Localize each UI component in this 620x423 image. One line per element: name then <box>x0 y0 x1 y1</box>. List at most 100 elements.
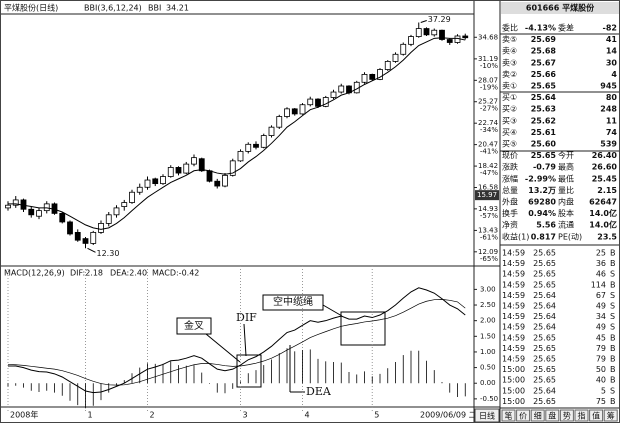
candle-body <box>462 35 469 39</box>
quote-value: 25.60 <box>531 140 557 149</box>
tab-daily-label[interactable]: 日线 <box>479 411 495 421</box>
panel-tab-label[interactable]: 价 <box>519 412 527 421</box>
candle-body <box>121 202 128 207</box>
tick-price: 25.65 <box>533 397 556 406</box>
quote-label: 卖① <box>502 82 517 91</box>
x-tick-label: 4 <box>305 411 310 420</box>
quote-label: PE(动) <box>558 231 582 241</box>
quote-value: 25.62 <box>531 116 556 125</box>
low-label: 12.30 <box>97 249 120 258</box>
candle-body <box>253 143 259 148</box>
tick-time: 14:59 <box>502 302 525 311</box>
candle-body <box>439 29 445 40</box>
y-tick-pct: -34% <box>480 126 498 134</box>
y-tick-label: 18.42 <box>478 162 498 170</box>
quote-value: 14.0亿 <box>589 220 617 230</box>
dea-line <box>7 299 466 386</box>
panel-tab-label[interactable]: 盘 <box>548 411 556 421</box>
y-tick-label: 25.27 <box>478 98 498 106</box>
candle-body <box>222 174 228 187</box>
panel-tab[interactable] <box>559 409 574 422</box>
x-tick-label: 5 <box>374 411 379 420</box>
bbi-line <box>8 37 466 230</box>
panel-tab-label[interactable]: 筹 <box>607 411 615 421</box>
candle-body <box>423 28 430 36</box>
indicator-name: BBI(3,6,12,24) <box>84 4 142 13</box>
quote-label: 买⑤ <box>502 140 517 149</box>
cursor-price-box <box>475 190 499 201</box>
candle-body <box>152 178 159 185</box>
dif-line <box>8 287 466 394</box>
macd-title: MACD(12,26,9) <box>4 269 65 278</box>
quote-volume: 41 <box>606 35 618 44</box>
annotation-line <box>322 304 343 317</box>
y-tick-label: 3.00 <box>480 285 496 293</box>
quote-volume: 945 <box>600 82 617 91</box>
candle-body <box>330 91 337 98</box>
tab-daily[interactable] <box>474 408 500 423</box>
quote-label: 股本 <box>558 208 574 218</box>
candle-body <box>446 39 453 43</box>
panel-tab-label[interactable]: 细 <box>534 411 542 421</box>
cursor-date: 2009/06/09 二 <box>420 411 477 420</box>
candle-body <box>369 73 376 80</box>
low-arrow <box>87 247 96 253</box>
tick-side: S <box>610 323 615 332</box>
panel-tab[interactable] <box>603 409 618 422</box>
y-tick-pct: -41% <box>480 148 498 156</box>
x-tick-label: 1 <box>88 411 93 420</box>
candle-body <box>284 108 290 117</box>
candle-body <box>113 207 120 216</box>
quote-label: 委比 <box>502 23 518 33</box>
panel-tab-label[interactable]: 指 <box>578 411 586 421</box>
panel-tab[interactable] <box>516 409 531 422</box>
y-tick-label: 2.00 <box>480 317 496 325</box>
candle-body <box>105 214 112 224</box>
panel-tab-label[interactable]: 值 <box>592 411 600 421</box>
candle-body <box>67 221 73 235</box>
tick-volume: 75 <box>596 397 606 406</box>
panel-tab[interactable] <box>530 409 545 422</box>
candle-body <box>229 160 236 176</box>
panel-tab-label[interactable]: 势 <box>563 411 571 421</box>
quote-label: 现价 <box>502 151 518 160</box>
high-arrow <box>420 20 427 23</box>
panel-tab[interactable] <box>545 409 560 422</box>
quote-title: 601666 平煤股份 <box>526 3 595 13</box>
panel-tab-label[interactable]: 笔 <box>505 411 513 421</box>
panel-tab[interactable] <box>574 409 589 422</box>
y-tick-label: 16.58 <box>478 184 498 192</box>
candle-body <box>454 35 461 43</box>
tick-volume: 40 <box>596 376 606 385</box>
tick-price: 25.64 <box>533 291 556 300</box>
quote-value: 2.15 <box>597 186 617 195</box>
quote-value: 25.69 <box>531 35 557 44</box>
y-tick-pct: -19% <box>480 83 498 91</box>
candle-body <box>322 97 329 107</box>
tick-side: B <box>610 355 616 364</box>
annotation-dea: DEA <box>306 385 332 398</box>
tick-time: 14:59 <box>502 355 525 364</box>
tick-volume: 25 <box>596 249 606 258</box>
tick-side: B <box>610 249 616 258</box>
candle-body <box>291 108 298 115</box>
quote-value: 25.68 <box>531 47 557 56</box>
y-tick-pct: -65% <box>480 255 498 263</box>
panel-tab[interactable] <box>589 409 604 422</box>
tick-price: 25.65 <box>533 333 556 342</box>
candle-body <box>74 231 81 241</box>
candle-body <box>392 53 399 62</box>
candle-body <box>12 199 19 206</box>
quote-value: 26.60 <box>592 163 618 172</box>
quote-label: 卖② <box>502 70 517 79</box>
tick-time: 14:59 <box>502 323 525 332</box>
candle-body <box>198 158 205 172</box>
panel-tab[interactable] <box>501 409 516 422</box>
cable-label-box <box>262 294 324 311</box>
annotation-line <box>243 323 247 357</box>
quote-label: 总量 <box>502 185 518 195</box>
candle-body <box>245 143 252 152</box>
annotation-cable: 空中缆绳 <box>273 295 313 308</box>
candle-body <box>415 28 422 37</box>
macd-dif: DIF:2.18 <box>70 269 103 278</box>
